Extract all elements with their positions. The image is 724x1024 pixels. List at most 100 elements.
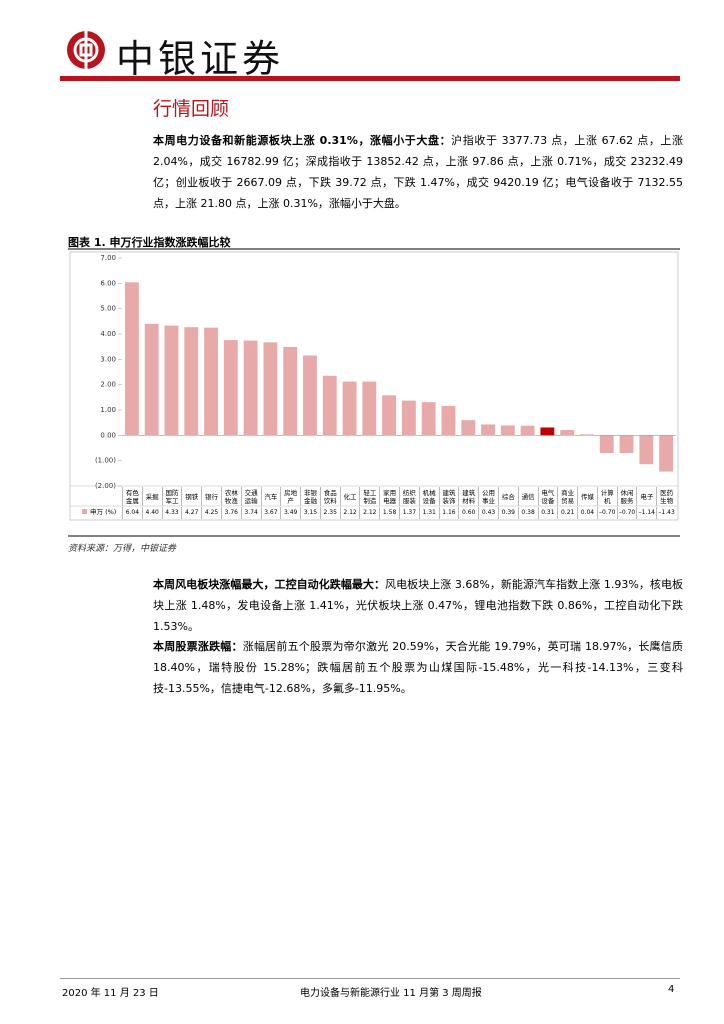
chart-title: 图表 1. 申万行业指数涨跌幅比较 [68,236,231,249]
chart: 7.006.005.004.003.002.001.000.00(1.00)(2… [68,248,680,537]
x-tick-label: 电子 [636,487,656,506]
value-label: –1.43 [656,507,676,519]
lead: 本周电力设备和新能源板块上涨 0.31%，涨幅小于大盘： [153,134,452,147]
y-tick-label: 1.00 [100,406,116,414]
bar [560,430,575,436]
bar [619,435,634,454]
bar [204,327,218,436]
lead: 本周风电板块涨幅最大，工控自动化跌幅最大： [153,578,386,591]
brand: 中银证券 [116,37,285,81]
x-tick-label: 农林牧渔 [220,487,241,506]
legend-label: 申万 (%) [90,507,116,516]
bar [243,340,258,436]
x-tick-label: 银行 [201,487,221,506]
x-tick-label: 计算机 [596,487,617,506]
bar [481,424,495,436]
value-label: 3.76 [220,507,241,519]
value-label: 3.49 [280,507,300,519]
bar [322,375,337,436]
paragraph: 本周电力设备和新能源板块上涨 0.31%，涨幅小于大盘：沪指收于 3377.73… [153,130,683,214]
x-tick-label: 商业贸易 [557,487,577,506]
x-tick-label: 纺织服装 [399,487,419,506]
value-label: –0.70 [596,507,617,519]
lead: 本周股票涨跌幅： [153,640,243,653]
bar [263,342,278,436]
bar [144,323,159,436]
bar [184,327,199,436]
paragraph: 本周风电板块涨幅最大，工控自动化跌幅最大：风电板块上涨 3.68%，新能源汽车指… [153,574,683,637]
x-tick-label: 化工 [339,487,360,506]
body: 沪指收于 3377.73 点，上涨 67.62 点，上涨 2.04%，成交 16… [153,134,683,210]
value-label: 0.39 [497,507,518,519]
value-label: 4.27 [181,507,201,519]
x-tick-label: 综合 [497,487,518,506]
header-rule [60,76,680,81]
header-graphics [60,31,680,81]
bar [164,325,179,436]
value-label: –0.70 [616,507,637,519]
footer-report: 电力设备与新能源行业 11 月第 3 周周报 [300,988,482,999]
value-label: 3.74 [240,507,261,519]
footer-page: 4 [668,984,675,995]
section-title: 行情回顾 [153,98,230,120]
x-tick-label: 建筑装饰 [438,487,459,506]
chart-frame [69,251,679,521]
y-tick-label: (1.00) [95,457,116,465]
bar [303,355,317,436]
value-label: 6.04 [122,507,142,519]
value-label: 0.60 [458,507,478,519]
value-label: 1.58 [379,507,399,519]
x-tick-label: 轻工制造 [359,487,379,506]
x-tick-label: 食品饮料 [319,487,340,506]
x-tick-label: 有色金属 [122,487,142,506]
x-tick-label: 机械设备 [418,487,439,506]
footer-date: 2020 年 11 月 23 日 [62,988,159,999]
bar [421,402,436,436]
value-label: 4.25 [201,507,221,519]
value-label: 0.43 [478,507,498,519]
value-label: 0.04 [577,507,597,519]
y-tick-label: 7.00 [100,254,116,262]
x-tick-label: 汽车 [260,487,281,506]
bar [441,405,456,436]
bar [283,346,298,436]
bar [461,420,476,436]
x-tick-label: 国防军工 [161,487,182,506]
footer-rule [60,978,680,979]
value-label: 2.12 [339,507,360,519]
y-tick-label: 3.00 [100,355,116,363]
x-tick-label: 传媒 [577,487,597,506]
x-tick-label: 交通运输 [240,487,261,506]
value-label: –1.14 [636,507,656,519]
bar [382,395,397,436]
bar [580,434,594,436]
body: 风电板块上涨 3.68%，新能源汽车指数上涨 1.93%，核电板块上涨 1.48… [153,578,683,633]
x-tick-label: 医药生物 [656,487,676,506]
value-label: 3.15 [300,507,320,519]
bar [639,435,654,465]
x-tick-label: 非银金融 [300,487,320,506]
value-label: 4.40 [141,507,162,519]
bar [500,425,515,436]
bar [659,435,674,472]
x-tick-label: 通信 [517,487,538,506]
value-label: 2.35 [319,507,340,519]
value-label: 0.21 [557,507,577,519]
x-tick-label: 休闲服务 [616,487,637,506]
x-tick-label: 家用电器 [379,487,399,506]
value-label: 4.33 [161,507,182,519]
bar [520,425,535,436]
y-tick-label: 0.00 [100,431,116,439]
bar [401,400,416,436]
bar [362,381,377,436]
bar [342,381,357,436]
legend-swatch [82,509,87,514]
value-label: 1.16 [438,507,459,519]
x-tick-label: 建筑材料 [458,487,478,506]
value-label: 2.12 [359,507,379,519]
value-label: 1.31 [418,507,439,519]
bar [223,340,238,436]
bar [124,282,139,436]
y-tick-label: 4.00 [100,330,116,338]
body: 涨幅居前五个股票为帝尔激光 20.59%，天合光能 19.79%，英可瑞 18.… [153,640,683,695]
